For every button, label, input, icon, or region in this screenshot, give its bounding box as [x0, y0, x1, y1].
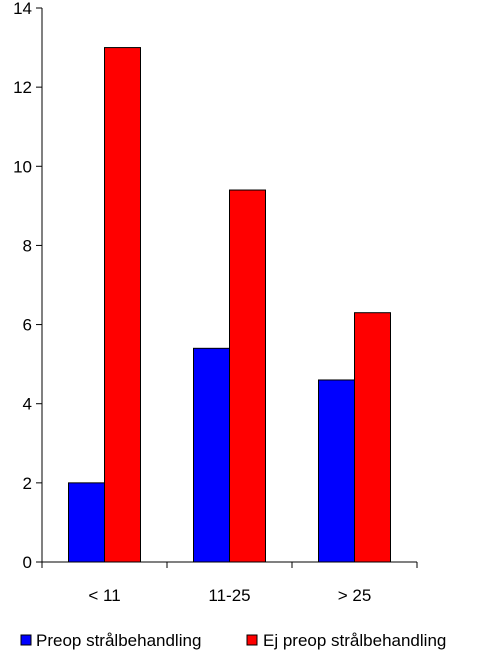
y-tick-label-14: 14 [13, 0, 32, 18]
legend: Preop strålbehandling Ej preop strålbehan… [20, 631, 446, 650]
bar-ej-preop-2 [354, 312, 391, 563]
legend-label-1: Ej preop strålbehandling [263, 631, 446, 650]
legend-label-0: Preop strålbehandling [36, 631, 201, 650]
y-tick-label-2: 2 [23, 474, 32, 493]
bar-preop-2 [318, 379, 355, 563]
y-tick-label-12: 12 [13, 78, 32, 97]
bar-preop-0 [68, 482, 105, 563]
legend-swatch-0 [20, 634, 32, 646]
y-tick-label-10: 10 [13, 157, 32, 176]
bar-preop-1 [193, 347, 230, 563]
y-tick-label-8: 8 [23, 236, 32, 255]
bar-ej-preop-0 [104, 47, 141, 563]
x-tick-label-2: > 25 [338, 586, 372, 605]
y-tick-label-6: 6 [23, 316, 32, 335]
axes-group: 0 2 4 6 8 10 12 14 < 11 11-25 > 25 [13, 0, 418, 605]
y-tick-label-0: 0 [23, 553, 32, 572]
bars-group [68, 47, 391, 563]
y-tick-label-4: 4 [23, 395, 32, 414]
legend-swatch-1 [246, 634, 258, 646]
x-tick-label-1: 11-25 [208, 586, 250, 605]
x-tick-label-0: < 11 [88, 586, 120, 605]
bar-ej-preop-1 [229, 189, 266, 563]
